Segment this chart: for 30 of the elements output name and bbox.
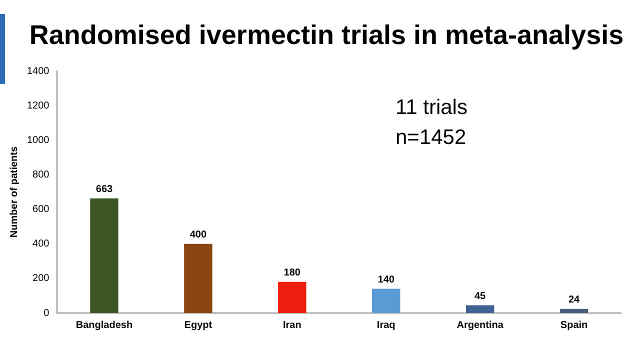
- data-label: 400: [190, 230, 207, 241]
- y-tick-label: 1400: [26, 66, 50, 77]
- annotation: 11 trials: [396, 96, 468, 119]
- bar: [466, 305, 494, 313]
- x-tick-label: Egypt: [184, 320, 213, 331]
- data-label: 180: [284, 268, 301, 279]
- x-tick-label: Iraq: [376, 320, 396, 331]
- bar: [560, 308, 588, 313]
- y-tick-label: 1000: [26, 134, 50, 146]
- data-label: 45: [474, 290, 486, 302]
- bar: [90, 198, 118, 313]
- bar: [184, 244, 212, 313]
- data-label: 663: [96, 184, 114, 196]
- y-tick-label: 600: [32, 204, 50, 216]
- x-tick-label: Iran: [282, 320, 302, 331]
- y-tick-label: 1200: [26, 100, 50, 112]
- y-tick-label: 0: [44, 308, 50, 319]
- y-tick-label: 200: [32, 273, 50, 284]
- chart-title: Randomised ivermectin trials in meta-analysis: [28, 20, 625, 51]
- y-tick-label: 800: [32, 169, 50, 180]
- data-label: 24: [568, 294, 580, 306]
- annotation: n=1452: [396, 126, 466, 149]
- x-tick-label: Argentina: [456, 320, 504, 331]
- bar: [372, 288, 400, 313]
- data-label: 140: [378, 274, 395, 286]
- y-axis-title: Number of patients: [8, 146, 20, 238]
- bar: [278, 282, 306, 313]
- x-tick-label: Spain: [560, 320, 588, 331]
- y-tick-label: 400: [32, 238, 50, 250]
- x-tick-label: Bangladesh: [76, 320, 133, 331]
